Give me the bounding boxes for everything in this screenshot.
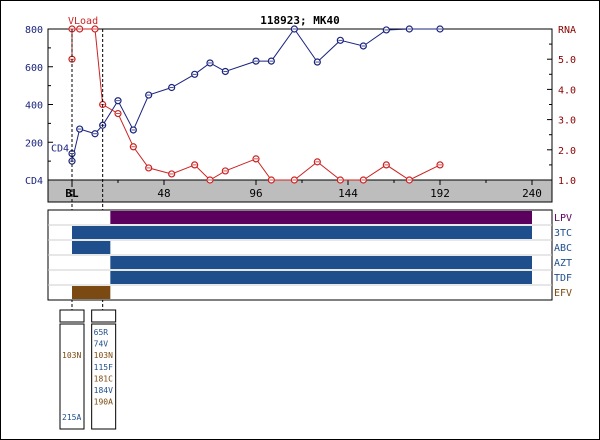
- left-tick-label: 800: [25, 25, 43, 36]
- mutation-label: 215A: [62, 413, 81, 422]
- mutation-label: 65R: [94, 328, 109, 337]
- therapy-panel: LPV 3TC ABC AZT TDF EFV: [47, 209, 572, 301]
- genotype-header-box: [91, 309, 117, 323]
- left-tick-label: 600: [25, 63, 43, 74]
- mutation-label: 115F: [94, 363, 113, 372]
- mutation-label: 74V: [94, 340, 109, 349]
- therapy-label-azt: AZT: [554, 258, 572, 269]
- mutation-label: 103N: [94, 351, 113, 360]
- marker-label-cd4: CD4: [51, 144, 69, 155]
- x-tick-label: 144: [338, 187, 358, 200]
- therapy-bar-3tc: [72, 226, 532, 239]
- axes: CD4 200 400 600 800 1.0 2.0 3.0 4.0 5.0 RNA: [25, 25, 576, 187]
- series-line-cd4: [71, 28, 440, 162]
- x-axis: BL 48 96 144 192 240: [47, 179, 553, 203]
- genotype-box: [59, 323, 85, 430]
- left-tick-label: 400: [25, 101, 43, 112]
- x-tick-label: 96: [249, 187, 262, 200]
- mutation-label: 184V: [94, 386, 113, 395]
- right-tick-label: 5.0: [558, 55, 576, 66]
- series-layer: [68, 25, 444, 184]
- right-axis-label: RNA: [558, 25, 576, 36]
- genotype-panel: 103N 215A 65R 74V 103N 115F 181C 184V 190A: [59, 309, 117, 430]
- therapy-label-abc: ABC: [554, 243, 572, 254]
- left-tick-label: 200: [25, 138, 43, 149]
- mutation-label: 103N: [62, 351, 81, 360]
- therapy-label-tdf: TDF: [554, 273, 572, 284]
- mutation-label: 190A: [94, 398, 113, 407]
- right-tick-label: 4.0: [558, 85, 576, 96]
- marker-layer: CD4 VLoad: [51, 16, 104, 322]
- marker-label-vload: VLoad: [68, 16, 98, 27]
- genotype-header-box: [59, 309, 85, 323]
- right-tick-label: 2.0: [558, 146, 576, 157]
- therapy-label-3tc: 3TC: [554, 228, 572, 239]
- left-tick-label: CD4: [25, 176, 43, 187]
- plot-area: [47, 28, 553, 181]
- mutation-label: 181C: [94, 374, 113, 383]
- genotype-box: [91, 323, 117, 430]
- therapy-label-lpv: LPV: [554, 213, 572, 224]
- x-axis-band: [47, 179, 553, 203]
- x-tick-label: 48: [157, 187, 170, 200]
- x-tick-label: 240: [522, 187, 542, 200]
- therapy-bar-abc: [72, 241, 111, 254]
- therapy-bar-lpv: [110, 211, 532, 224]
- therapy-bar-tdf: [110, 271, 532, 284]
- right-tick-label: 1.0: [558, 176, 576, 187]
- x-tick-label: 192: [430, 187, 450, 200]
- therapy-bar-azt: [110, 256, 532, 269]
- x-tick-label: BL: [65, 187, 79, 200]
- right-tick-label: 3.0: [558, 116, 576, 127]
- therapy-bar-efv: [72, 286, 111, 299]
- chart-title: 118923; MK40: [260, 14, 339, 27]
- therapy-label-efv: EFV: [554, 288, 572, 299]
